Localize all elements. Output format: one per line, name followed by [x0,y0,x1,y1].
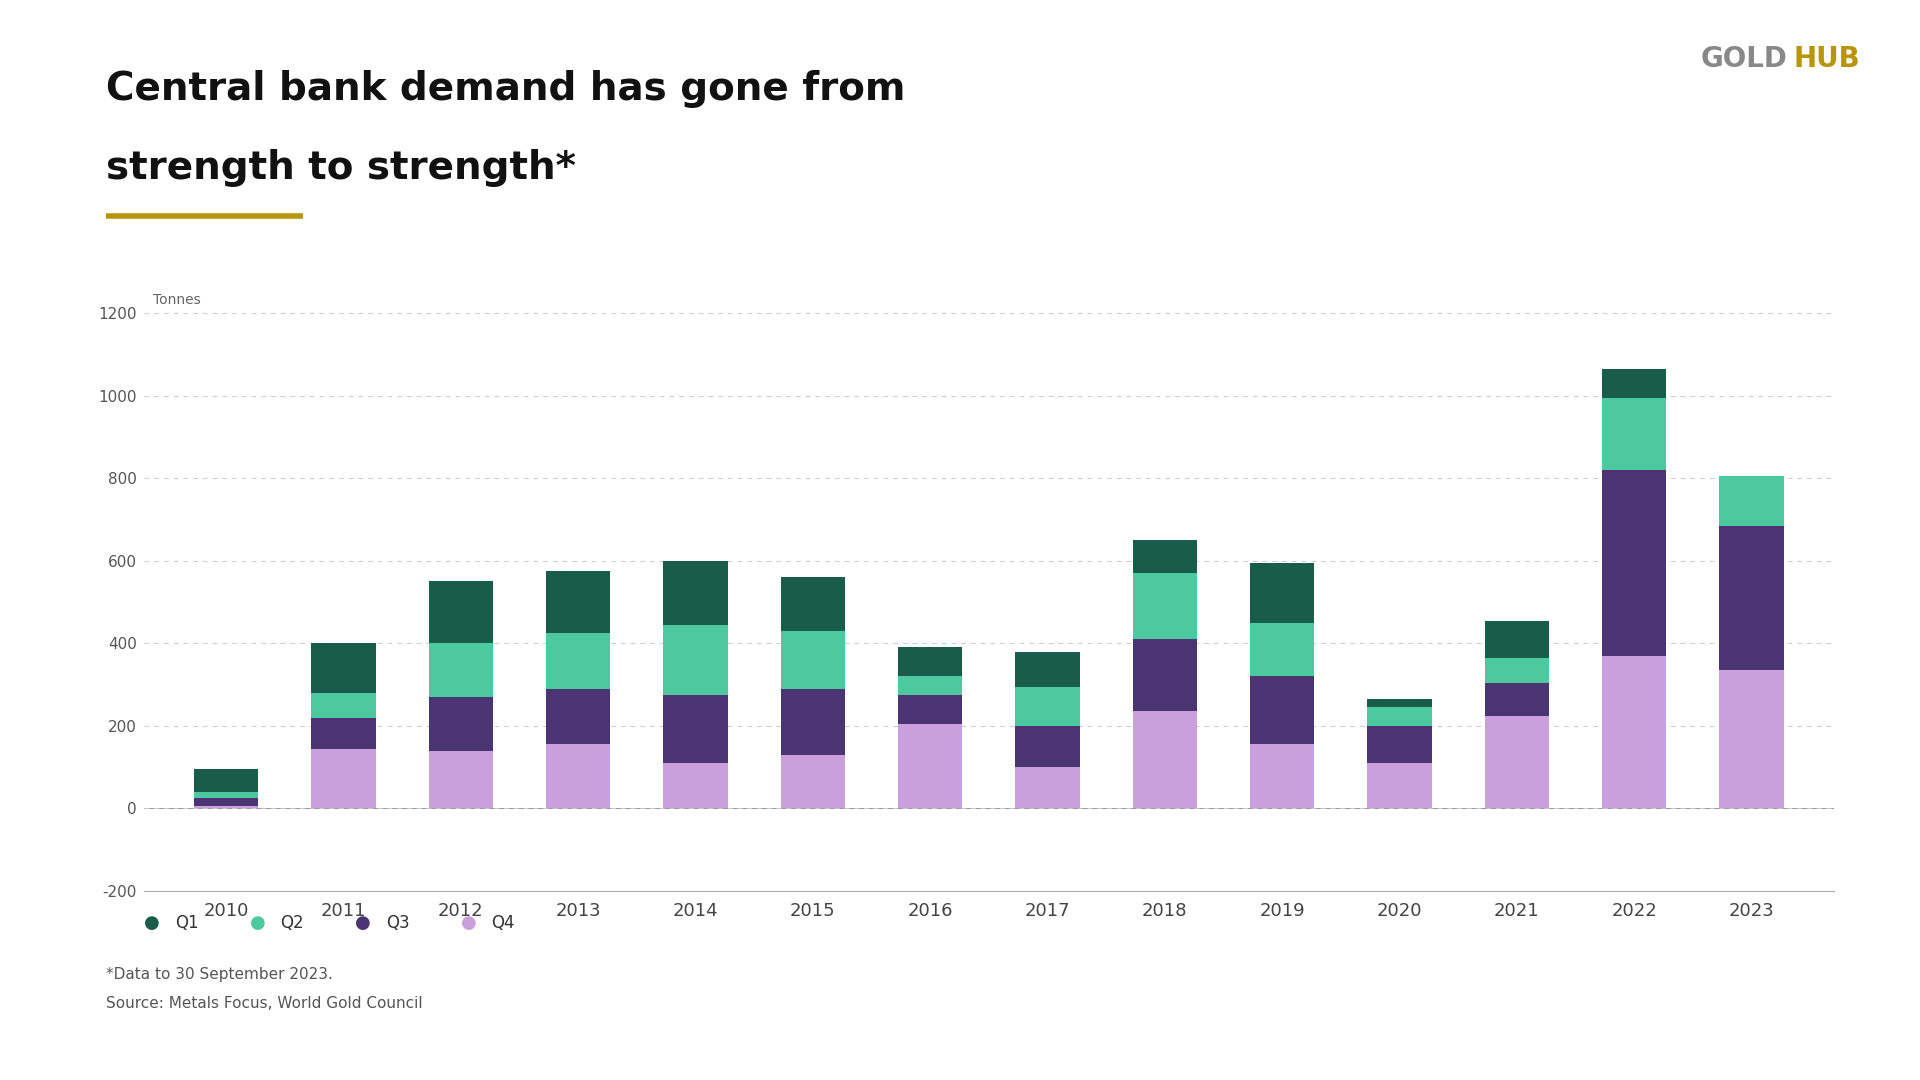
Bar [194,769,259,792]
Text: ●: ● [461,915,476,932]
Bar [1601,369,1667,397]
Bar [781,755,845,809]
Text: Tonnes: Tonnes [154,293,202,307]
Text: ●: ● [250,915,265,932]
Bar [899,694,962,724]
Bar [899,648,962,676]
Bar [545,744,611,809]
Bar [662,764,728,809]
Bar [1250,744,1315,809]
Text: ●: ● [144,915,159,932]
Bar [311,693,376,717]
Bar [1133,712,1196,809]
Bar [1718,476,1784,526]
Bar [311,644,376,693]
Bar [1367,726,1432,764]
Bar [1250,676,1315,744]
Bar [1250,623,1315,676]
Bar [662,625,728,694]
Bar [781,578,845,631]
Bar [311,748,376,809]
Text: GOLD: GOLD [1701,45,1788,73]
Text: *Data to 30 September 2023.: *Data to 30 September 2023. [106,967,332,982]
Text: Q2: Q2 [280,915,303,932]
Bar [899,676,962,694]
Bar [1250,563,1315,623]
Text: Source: Metals Focus, World Gold Council: Source: Metals Focus, World Gold Council [106,996,422,1011]
Bar [1367,699,1432,726]
Bar [194,792,259,798]
Text: Central bank demand has gone from: Central bank demand has gone from [106,70,904,108]
Bar [1484,683,1549,716]
Bar [545,571,611,633]
Bar [781,689,845,755]
Bar [194,798,259,807]
Bar [1718,526,1784,671]
Bar [545,689,611,744]
Bar [662,694,728,764]
Bar [428,581,493,644]
Bar [311,718,376,748]
Text: HUB: HUB [1793,45,1860,73]
Bar [1133,540,1196,573]
Bar [662,561,728,625]
Bar [1016,767,1079,809]
Bar [781,631,845,689]
Bar [428,697,493,751]
Text: Q4: Q4 [492,915,515,932]
Bar [1133,639,1196,712]
Bar [1601,470,1667,656]
Bar [899,724,962,809]
Bar [1718,671,1784,809]
Bar [1484,658,1549,683]
Bar [1016,726,1079,767]
Bar [1484,621,1549,658]
Bar [428,644,493,697]
Bar [194,807,259,809]
Bar [545,633,611,689]
Text: Q3: Q3 [386,915,409,932]
Bar [1133,573,1196,639]
Bar [428,751,493,809]
Bar [1016,651,1079,687]
Text: Q1: Q1 [175,915,198,932]
Bar [1601,397,1667,470]
Bar [1601,656,1667,809]
Text: ●: ● [355,915,371,932]
Text: strength to strength*: strength to strength* [106,149,576,187]
Bar [1016,687,1079,726]
Bar [1484,716,1549,809]
Bar [1367,699,1432,707]
Bar [1367,764,1432,809]
